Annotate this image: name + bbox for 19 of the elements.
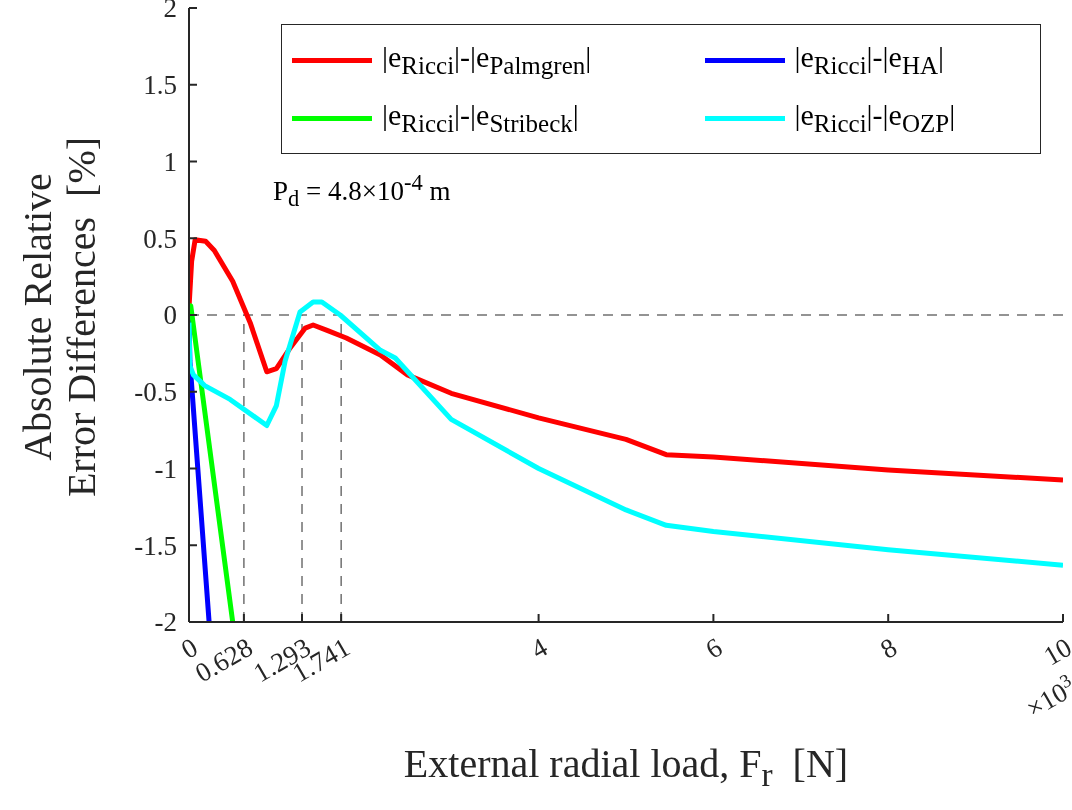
legend-label: |e$_{Ricci}$|-|e$_{Palmgren}$| <box>382 40 592 80</box>
legend-label: |e$_{Ricci}$|-|e$_{OZP}$| <box>794 98 956 138</box>
x-tick-label: 8 <box>875 631 902 665</box>
y-tick-label: 0.5 <box>143 223 177 254</box>
y-tick-label: -1.5 <box>134 530 177 561</box>
x-tick-label: 4 <box>525 631 553 665</box>
annotation: P$_{d}$ = 4.8×10$^{-4}$ m <box>273 170 451 213</box>
x-axis-title: External radial load, F$_{r}$ [N] <box>402 740 850 794</box>
x-tick-label: 6 <box>700 631 728 665</box>
y-tick-label: -1 <box>154 453 177 484</box>
legend-label: |e$_{Ricci}$|-|e$_{HA}$| <box>794 40 945 80</box>
y-tick-label: -2 <box>154 607 177 638</box>
y-tick-label: 1 <box>163 146 177 177</box>
y-tick-label: -0.5 <box>134 377 177 408</box>
y-tick-label: 0 <box>163 300 177 331</box>
y-tick-label: 1.5 <box>143 70 177 101</box>
legend-label: |e$_{Ricci}$|-|e$_{Stribeck}$| <box>382 98 579 138</box>
y-tick-label: 2 <box>163 0 177 24</box>
y-axis-title: Absolute Relative Error Differences [%] <box>15 136 104 498</box>
